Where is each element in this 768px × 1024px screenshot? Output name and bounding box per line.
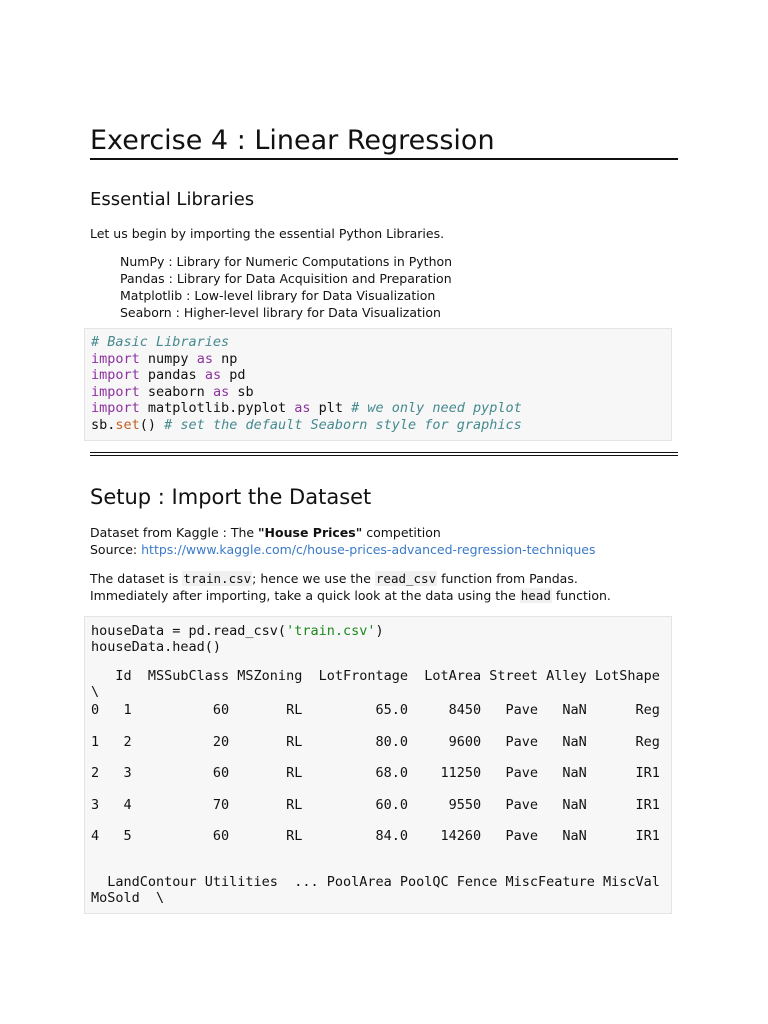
code-text: sb. (91, 416, 116, 433)
code-keyword: import (91, 383, 140, 400)
code-keyword: import (91, 350, 140, 367)
section-divider (90, 452, 678, 456)
table-row: 1 2 20 RL 80.0 9600 Pave NaN Reg (91, 734, 660, 750)
section-heading-setup: Setup : Import the Dataset (90, 485, 372, 509)
inline-code: head (519, 588, 552, 603)
code-cell-imports[interactable]: # Basic Libraries import numpy as np imp… (84, 328, 672, 441)
code-line: houseData.head() (91, 639, 222, 655)
description-line-2: Immediately after importing, take a quic… (90, 587, 611, 604)
code-line: houseData = pd.read_csv('train.csv') (91, 623, 384, 639)
code-function: set (115, 416, 140, 433)
output-header-2-cont: MoSold \ (91, 890, 165, 906)
text: function from Pandas. (437, 571, 578, 586)
list-item: Pandas : Library for Data Acquisition an… (120, 271, 452, 286)
code-text: np (212, 350, 238, 367)
output-header-2: LandContour Utilities ... PoolArea PoolQ… (91, 874, 660, 890)
code-comment: # we only need pyplot (351, 400, 522, 417)
text: ; hence we use the (252, 571, 375, 586)
inline-code: read_csv (374, 571, 438, 586)
list-item: Matplotlib : Low-level library for Data … (120, 288, 436, 303)
code-text: pandas (139, 367, 205, 384)
inline-code: train.csv (182, 571, 253, 586)
table-row: 0 1 60 RL 65.0 8450 Pave NaN Reg (91, 702, 660, 718)
page-title: Exercise 4 : Linear Regression (90, 124, 678, 160)
text: Immediately after importing, take a quic… (90, 588, 520, 603)
code-text: numpy (139, 350, 197, 367)
list-item: NumPy : Library for Numeric Computations… (120, 254, 453, 269)
library-list: NumPy : Library for Numeric Computations… (120, 253, 452, 321)
code-text: plt (310, 400, 352, 417)
code-text: seaborn (139, 383, 213, 400)
source-text: Source: https://www.kaggle.com/c/house-p… (90, 541, 596, 558)
description-line-1: The dataset is train.csv; hence we use t… (90, 570, 578, 587)
code-keyword: as (294, 400, 311, 417)
table-row: 4 5 60 RL 84.0 14260 Pave NaN IR1 (91, 828, 660, 844)
code-comment: # Basic Libraries (91, 334, 230, 350)
output-continuation: \ (91, 684, 100, 700)
section-heading-essential-libraries: Essential Libraries (90, 189, 255, 210)
code-text: () (139, 416, 165, 433)
code-comment: # set the default Seaborn style for grap… (164, 416, 522, 433)
dataset-text: Dataset from Kaggle : The "House Prices"… (90, 524, 441, 541)
table-row: 2 3 60 RL 68.0 11250 Pave NaN IR1 (91, 765, 660, 781)
output-header: Id MSSubClass MSZoning LotFrontage LotAr… (91, 668, 660, 684)
code-keyword: import (91, 367, 140, 384)
code-text: matplotlib.pyplot (139, 400, 295, 417)
code-keyword: as (212, 383, 230, 400)
code-text: pd (221, 367, 246, 384)
code-keyword: import (91, 400, 140, 417)
intro-text: Let us begin by importing the essential … (90, 226, 445, 241)
code-string: 'train.csv' (286, 623, 376, 639)
text: function. (551, 588, 611, 603)
text: The dataset is (90, 571, 183, 586)
text: Source: (90, 542, 142, 557)
text: Dataset from Kaggle : The (90, 525, 259, 540)
code-text: ) (375, 623, 384, 639)
dataset-name: "House Prices" (258, 525, 363, 540)
code-text: sb (229, 383, 254, 400)
text: competition (362, 525, 441, 540)
list-item: Seaborn : Higher-level library for Data … (120, 305, 441, 320)
code-keyword: as (204, 367, 222, 384)
source-link[interactable]: https://www.kaggle.com/c/house-prices-ad… (141, 542, 596, 557)
code-keyword: as (196, 350, 213, 367)
code-cell-load-data[interactable]: houseData = pd.read_csv('train.csv') hou… (84, 616, 672, 914)
code-text: houseData = pd.read_csv( (91, 623, 287, 639)
table-row: 3 4 70 RL 60.0 9550 Pave NaN IR1 (91, 797, 660, 813)
